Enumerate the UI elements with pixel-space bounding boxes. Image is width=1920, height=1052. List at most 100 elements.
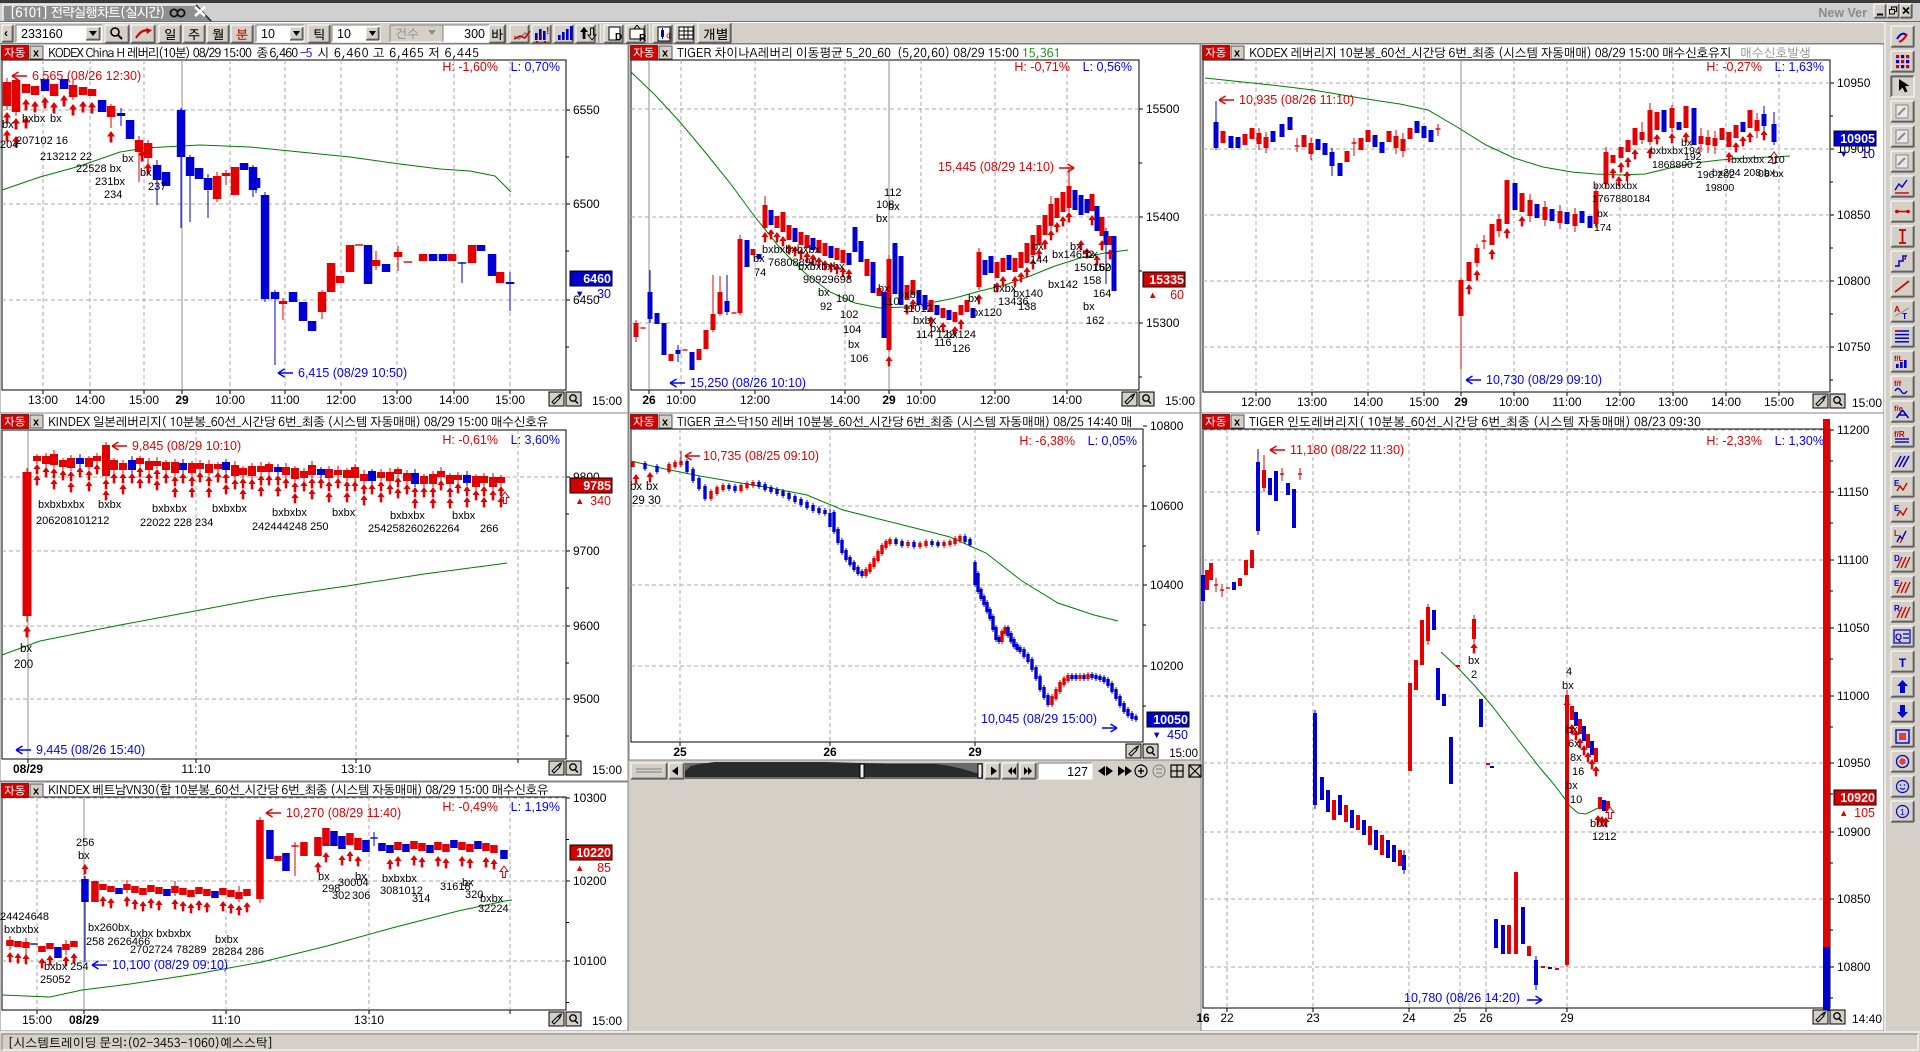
svg-text:10900: 10900 bbox=[1837, 825, 1871, 839]
svg-text:10920: 10920 bbox=[1840, 791, 1875, 805]
svg-text:H: -6,38%: H: -6,38% bbox=[1019, 434, 1075, 448]
svg-text:32224: 32224 bbox=[478, 903, 509, 915]
svg-text:x: x bbox=[33, 417, 40, 429]
svg-text:15335: 15335 bbox=[1149, 273, 1184, 287]
svg-text:8x: 8x bbox=[1570, 752, 1582, 764]
svg-text:29: 29 bbox=[968, 745, 982, 759]
svg-text:12:00: 12:00 bbox=[1241, 395, 1271, 409]
svg-text:2: 2 bbox=[1471, 669, 1477, 681]
svg-text:10200: 10200 bbox=[1150, 659, 1184, 673]
svg-text:24: 24 bbox=[1402, 1011, 1416, 1025]
svg-text:174: 174 bbox=[1594, 222, 1612, 234]
svg-text:29: 29 bbox=[632, 495, 645, 507]
svg-text:L: 0,05%: L: 0,05% bbox=[1088, 434, 1137, 448]
svg-text:bxbx 254: bxbx 254 bbox=[44, 961, 89, 973]
svg-text:▲: ▲ bbox=[1148, 290, 1157, 301]
svg-text:10800: 10800 bbox=[1150, 419, 1184, 433]
svg-text:10,045 (08/29 15:00): 10,045 (08/29 15:00) bbox=[981, 712, 1097, 726]
svg-text:bx140: bx140 bbox=[1013, 288, 1043, 300]
svg-text:10: 10 bbox=[261, 27, 275, 41]
svg-text:29: 29 bbox=[175, 393, 189, 407]
svg-text:25: 25 bbox=[673, 745, 687, 759]
svg-text:x: x bbox=[1234, 417, 1241, 429]
svg-text:196 202: 196 202 bbox=[1697, 169, 1735, 181]
svg-text:160: 160 bbox=[1093, 262, 1111, 274]
svg-text:23: 23 bbox=[1306, 1011, 1320, 1025]
svg-text:204: 204 bbox=[0, 139, 18, 151]
svg-text:11:00: 11:00 bbox=[270, 393, 299, 407]
svg-text:15,250 (08/26 10:10): 15,250 (08/26 10:10) bbox=[690, 376, 806, 390]
svg-text:bx: bx bbox=[1566, 724, 1578, 736]
svg-text:300: 300 bbox=[464, 27, 485, 41]
svg-text:6500: 6500 bbox=[573, 197, 600, 211]
svg-text:213212 22: 213212 22 bbox=[40, 151, 92, 163]
svg-text:bx: bx bbox=[1086, 249, 1098, 261]
svg-text:bxbx: bxbx bbox=[98, 499, 122, 511]
svg-text:9785: 9785 bbox=[583, 479, 611, 493]
svg-text:234: 234 bbox=[104, 189, 122, 201]
svg-text:15:00: 15:00 bbox=[495, 393, 525, 407]
svg-text:12:00: 12:00 bbox=[980, 393, 1010, 407]
svg-text:L: 1,30%: L: 1,30% bbox=[1775, 434, 1824, 448]
svg-text:bx: bx bbox=[878, 283, 890, 295]
svg-text:26: 26 bbox=[1479, 1011, 1493, 1025]
svg-text:bxbx: bxbx bbox=[215, 934, 239, 946]
svg-text:bx: bx bbox=[753, 253, 765, 265]
svg-text:231bx: 231bx bbox=[95, 176, 125, 188]
svg-text:bxbxbxbx: bxbxbxbx bbox=[38, 499, 85, 511]
svg-text:E: E bbox=[1894, 479, 1900, 488]
svg-text:10,780 (08/26 14:20): 10,780 (08/26 14:20) bbox=[1404, 991, 1520, 1005]
svg-text:x: x bbox=[33, 48, 40, 60]
svg-text:2702724 78289: 2702724 78289 bbox=[130, 944, 206, 956]
svg-text:bx: bx bbox=[646, 481, 658, 493]
svg-text:bx: bx bbox=[50, 113, 62, 125]
svg-text:14:00: 14:00 bbox=[439, 393, 469, 407]
svg-text:320: 320 bbox=[465, 889, 483, 901]
svg-text:bxbxbx: bxbxbx bbox=[4, 924, 39, 936]
svg-text:bxbxbx: bxbxbx bbox=[382, 873, 417, 885]
svg-text:bx: bx bbox=[930, 323, 942, 335]
svg-text:85: 85 bbox=[597, 861, 611, 875]
svg-text:14:00: 14:00 bbox=[75, 393, 105, 407]
svg-text:11050: 11050 bbox=[1837, 621, 1870, 635]
svg-text:bx142: bx142 bbox=[1048, 279, 1078, 291]
svg-text:100: 100 bbox=[836, 293, 854, 305]
svg-text:L: L bbox=[1894, 529, 1899, 538]
svg-text:306: 306 bbox=[352, 890, 370, 902]
svg-text:T: T bbox=[1902, 311, 1908, 321]
svg-text:13436: 13436 bbox=[998, 296, 1029, 308]
svg-text:f/f: f/f bbox=[1894, 379, 1902, 388]
svg-text:22528 bx: 22528 bx bbox=[76, 163, 122, 175]
svg-text:H: -0,61%: H: -0,61% bbox=[442, 433, 498, 447]
svg-text:11000: 11000 bbox=[1837, 689, 1870, 703]
svg-text:10300: 10300 bbox=[573, 791, 607, 805]
svg-text:15:00: 15:00 bbox=[129, 393, 159, 407]
svg-text:L: 1,19%: L: 1,19% bbox=[511, 800, 560, 814]
svg-text:Ф: Ф bbox=[666, 31, 673, 41]
svg-text:bxbx: bxbx bbox=[993, 283, 1017, 295]
svg-text:22022 228 234: 22022 228 234 bbox=[140, 517, 213, 529]
svg-text:10600: 10600 bbox=[1150, 499, 1184, 513]
svg-text:10:00: 10:00 bbox=[906, 393, 936, 407]
svg-text:10200: 10200 bbox=[573, 874, 607, 888]
svg-text:▲: ▲ bbox=[575, 496, 584, 507]
svg-text:bxbx: bxbx bbox=[913, 315, 937, 327]
svg-text:bx: bx bbox=[2, 119, 14, 131]
svg-text:10850: 10850 bbox=[1837, 892, 1871, 906]
svg-text:bx: bx bbox=[122, 153, 134, 165]
svg-text:30004: 30004 bbox=[338, 877, 369, 889]
svg-text:10400: 10400 bbox=[1150, 578, 1184, 592]
svg-text:D: D bbox=[615, 32, 622, 43]
svg-text:15:00: 15:00 bbox=[1409, 395, 1439, 409]
svg-text:10,270 (08/29 11:40): 10,270 (08/29 11:40) bbox=[286, 806, 401, 820]
svg-text:15:00: 15:00 bbox=[1165, 394, 1195, 408]
svg-text:192: 192 bbox=[1684, 151, 1702, 163]
svg-text:74: 74 bbox=[754, 267, 766, 279]
svg-text:15:00: 15:00 bbox=[1852, 396, 1882, 410]
svg-text:237: 237 bbox=[148, 181, 166, 193]
svg-text:10:00: 10:00 bbox=[1499, 395, 1529, 409]
svg-text:bx: bx bbox=[1083, 301, 1095, 313]
svg-text:92: 92 bbox=[820, 301, 832, 313]
svg-text:x: x bbox=[662, 417, 669, 429]
svg-text:bxbxbx: bxbxbx bbox=[212, 503, 247, 515]
